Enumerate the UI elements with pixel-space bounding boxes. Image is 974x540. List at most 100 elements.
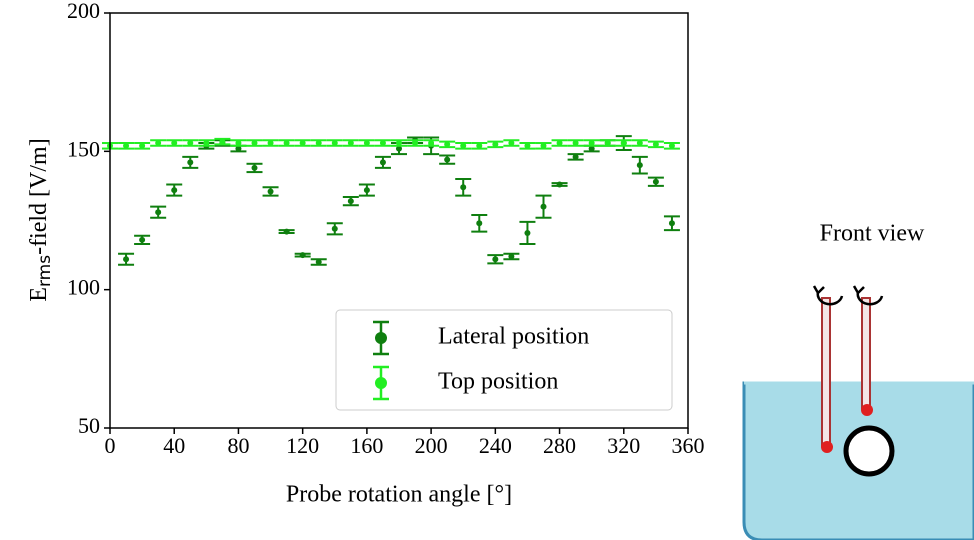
point bbox=[572, 140, 579, 147]
point bbox=[267, 140, 274, 147]
point bbox=[652, 141, 659, 148]
point bbox=[412, 140, 419, 147]
rotation-arrow-head bbox=[852, 285, 865, 296]
rotation-arrow bbox=[816, 291, 844, 306]
point bbox=[540, 142, 547, 149]
x-tick-label: 80 bbox=[227, 433, 249, 458]
legend-label: Top position bbox=[438, 369, 558, 395]
x-tick-label: 120 bbox=[286, 433, 319, 458]
point bbox=[139, 142, 146, 149]
point bbox=[171, 140, 178, 147]
point bbox=[267, 188, 274, 195]
point bbox=[123, 256, 130, 263]
point bbox=[444, 156, 451, 163]
point bbox=[363, 187, 370, 194]
point bbox=[492, 141, 499, 148]
point bbox=[331, 225, 338, 232]
point bbox=[524, 142, 531, 149]
y-tick-label: 50 bbox=[78, 413, 100, 438]
point bbox=[235, 145, 242, 152]
point bbox=[572, 153, 579, 160]
point bbox=[460, 142, 467, 149]
point bbox=[155, 209, 162, 216]
point bbox=[219, 138, 226, 145]
y-label-part: rms bbox=[35, 255, 55, 287]
diagram: Front view bbox=[742, 221, 974, 540]
y-tick-label: 100 bbox=[67, 275, 100, 300]
point bbox=[155, 140, 162, 147]
point bbox=[171, 187, 178, 194]
legend-marker bbox=[375, 377, 387, 389]
x-axis-label: Probe rotation angle [°] bbox=[286, 482, 512, 508]
y-label-part: E bbox=[26, 287, 52, 302]
x-tick-label: 320 bbox=[607, 433, 640, 458]
point bbox=[620, 140, 627, 147]
legend-label: Lateral position bbox=[438, 324, 589, 350]
object bbox=[843, 425, 895, 477]
point bbox=[396, 140, 402, 147]
probe bbox=[861, 297, 871, 409]
probe-tip bbox=[861, 404, 873, 416]
point bbox=[283, 140, 290, 147]
point bbox=[668, 142, 675, 149]
point bbox=[251, 140, 258, 147]
y-tick-label: 200 bbox=[67, 0, 100, 23]
point bbox=[299, 140, 306, 147]
point bbox=[540, 203, 547, 210]
point bbox=[299, 252, 306, 259]
point bbox=[508, 140, 515, 147]
plot-frame bbox=[109, 12, 689, 429]
point bbox=[428, 140, 435, 147]
point bbox=[187, 140, 194, 147]
probe bbox=[821, 297, 831, 447]
x-tick-label: 360 bbox=[672, 433, 705, 458]
x-tick-label: 240 bbox=[479, 433, 512, 458]
y-axis-label: Erms-field [V/m] bbox=[26, 138, 56, 301]
point bbox=[588, 145, 595, 152]
point bbox=[476, 142, 483, 149]
y-label-part: -field [V/m] bbox=[26, 138, 52, 255]
point bbox=[363, 140, 370, 147]
point bbox=[668, 220, 675, 227]
point bbox=[588, 140, 595, 147]
point bbox=[476, 220, 483, 227]
point bbox=[139, 236, 146, 243]
legend-marker bbox=[375, 332, 387, 344]
x-tick-label: 200 bbox=[415, 433, 448, 458]
point bbox=[652, 178, 659, 185]
point bbox=[203, 140, 210, 147]
point bbox=[604, 140, 611, 147]
plot: 0 40 80 120 160 200 240 280 320 360 50 100 150 200 Lat… bbox=[67, 0, 705, 458]
point bbox=[492, 256, 499, 263]
rotation-arrow bbox=[856, 291, 884, 306]
x-tick-label: 40 bbox=[163, 433, 185, 458]
point bbox=[331, 140, 338, 147]
point bbox=[396, 145, 402, 152]
probe-tip bbox=[821, 441, 833, 453]
x-tick-label: 160 bbox=[350, 433, 383, 458]
point bbox=[235, 140, 242, 147]
point bbox=[636, 162, 643, 169]
point bbox=[187, 159, 194, 166]
point bbox=[556, 140, 563, 147]
point bbox=[251, 164, 258, 171]
point bbox=[283, 228, 290, 235]
rotation-arrow-head bbox=[812, 285, 825, 296]
y-tick-label: 150 bbox=[67, 136, 100, 161]
point bbox=[315, 140, 322, 147]
point bbox=[636, 140, 643, 147]
point bbox=[379, 159, 386, 166]
point bbox=[524, 229, 531, 236]
point bbox=[508, 253, 515, 260]
diagram-title: Front view bbox=[820, 221, 925, 247]
point bbox=[347, 198, 354, 205]
x-tick-label: 280 bbox=[543, 433, 576, 458]
point bbox=[460, 184, 467, 191]
point bbox=[123, 142, 130, 149]
point bbox=[556, 181, 563, 188]
point bbox=[379, 140, 386, 147]
legend-box bbox=[335, 309, 673, 411]
point bbox=[347, 140, 354, 147]
point bbox=[315, 259, 322, 265]
